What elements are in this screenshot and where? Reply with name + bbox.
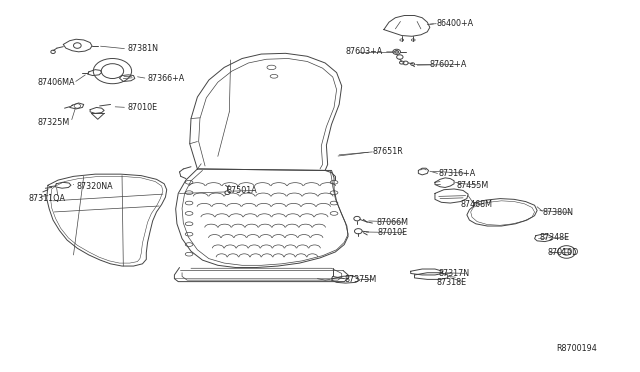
Text: 87317N: 87317N <box>439 269 470 278</box>
Text: 87010D: 87010D <box>547 248 579 257</box>
Text: 87066M: 87066M <box>376 218 408 227</box>
Text: 87325M: 87325M <box>38 118 70 127</box>
Text: 87320NA: 87320NA <box>76 182 113 190</box>
Text: 86400+A: 86400+A <box>436 19 474 28</box>
Text: 87501A: 87501A <box>227 186 257 195</box>
Text: 87381N: 87381N <box>127 44 158 53</box>
Text: 87366+A: 87366+A <box>148 74 185 83</box>
Ellipse shape <box>225 191 230 195</box>
Text: 87318E: 87318E <box>436 278 467 287</box>
Text: 87380N: 87380N <box>542 208 573 217</box>
Text: 87603+A: 87603+A <box>346 47 383 56</box>
Text: 87602+A: 87602+A <box>430 60 467 69</box>
Text: 87010E: 87010E <box>127 103 157 112</box>
Text: 87348E: 87348E <box>540 233 570 243</box>
Text: 87311QA: 87311QA <box>29 194 66 203</box>
Text: 87010E: 87010E <box>378 228 408 237</box>
Text: R8700194: R8700194 <box>556 344 597 353</box>
Text: 87375M: 87375M <box>344 275 376 284</box>
Text: 87455M: 87455M <box>457 181 489 190</box>
Text: 87406MA: 87406MA <box>38 78 76 87</box>
Text: 87316+A: 87316+A <box>439 169 476 178</box>
Text: 87651R: 87651R <box>372 147 403 156</box>
Text: 87468M: 87468M <box>461 200 493 209</box>
